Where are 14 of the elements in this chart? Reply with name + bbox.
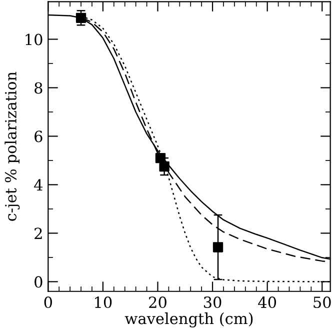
y-tick-label: 10 xyxy=(26,34,42,46)
x-tick-label: 20 xyxy=(149,296,166,308)
y-tick-label: 6 xyxy=(34,130,42,142)
y-tick-label: 8 xyxy=(34,82,42,94)
x-tick-label: 40 xyxy=(258,296,276,308)
x-tick-label: 0 xyxy=(44,296,52,308)
x-axis-title: wavelength (cm) xyxy=(124,312,253,328)
y-tick-label: 0 xyxy=(34,276,42,288)
x-tick-label: 50 xyxy=(314,296,331,308)
x-tick-label: 30 xyxy=(204,296,222,308)
y-tick-label: 4 xyxy=(34,179,43,191)
y-tick-label: 2 xyxy=(34,228,42,239)
y-axis-title: c-jet % polarization xyxy=(4,72,20,221)
x-tick-label: 10 xyxy=(95,296,112,308)
